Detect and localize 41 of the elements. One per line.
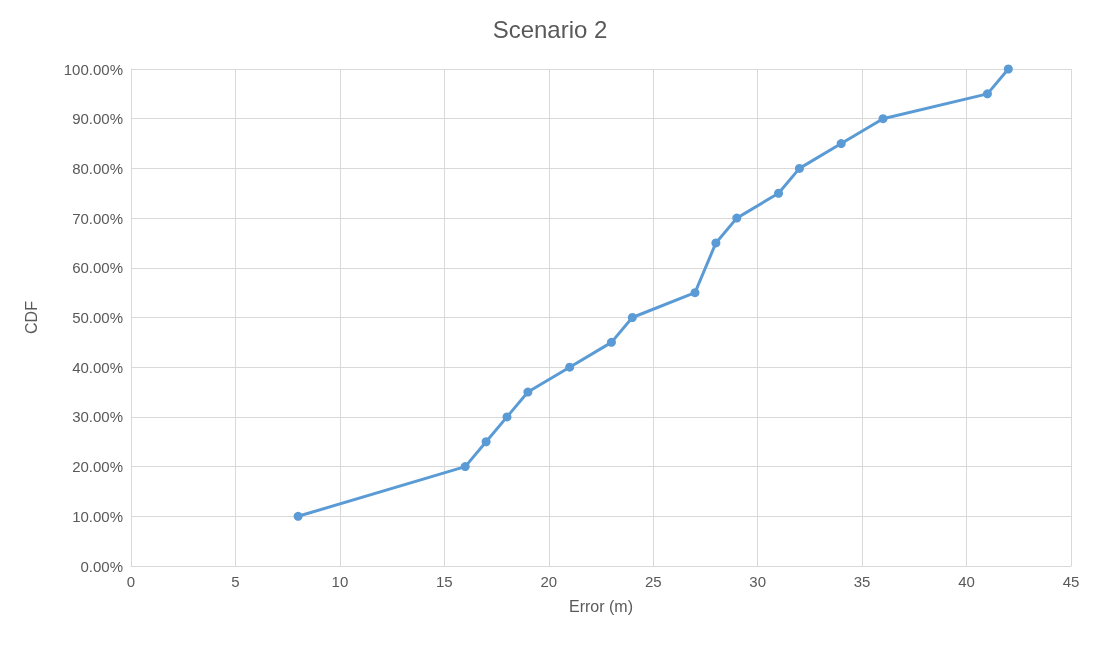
chart-title: Scenario 2 — [492, 15, 608, 43]
y-tick-label: 90.00% — [72, 110, 123, 128]
point — [606, 337, 616, 347]
point — [878, 114, 888, 124]
point — [460, 462, 470, 472]
y-tick-label: 50.00% — [72, 309, 123, 326]
x-tick-label: 40 — [958, 573, 975, 590]
x-tick-label: 45 — [1062, 573, 1080, 590]
y-axis-title: CDF — [22, 300, 40, 334]
point — [502, 412, 512, 422]
point — [1003, 64, 1013, 74]
y-tick-label: 30.00% — [72, 408, 123, 426]
y-tick-label: 100.00% — [63, 60, 123, 78]
point — [481, 437, 491, 447]
x-tick-label: 5 — [231, 573, 240, 590]
y-tick-label: 10.00% — [72, 507, 123, 525]
y-tick-label: 20.00% — [72, 458, 123, 476]
point — [982, 89, 992, 99]
x-tick-label: 35 — [853, 573, 871, 590]
point — [627, 313, 637, 322]
x-tick-label: 10 — [331, 573, 349, 590]
point — [774, 188, 784, 198]
y-tick-label: 0.00% — [80, 557, 123, 575]
point — [711, 238, 721, 248]
y-tick-label: 60.00% — [72, 259, 123, 277]
x-tick-label: 30 — [749, 573, 767, 590]
point — [836, 139, 846, 149]
x-tick-label: 15 — [435, 573, 453, 590]
y-tick-label: 80.00% — [72, 159, 123, 177]
point — [293, 511, 303, 521]
y-tick-label: 70.00% — [72, 209, 123, 227]
x-tick-label: 0 — [126, 573, 136, 590]
x-tick-label: 25 — [644, 573, 662, 590]
x-axis-title: Error (m) — [569, 597, 633, 615]
point — [732, 213, 742, 223]
point — [690, 288, 700, 298]
point — [794, 163, 804, 173]
y-tick-label: 40.00% — [72, 358, 123, 376]
point — [523, 387, 533, 397]
x-tick-label: 20 — [540, 573, 558, 590]
point — [565, 362, 575, 372]
